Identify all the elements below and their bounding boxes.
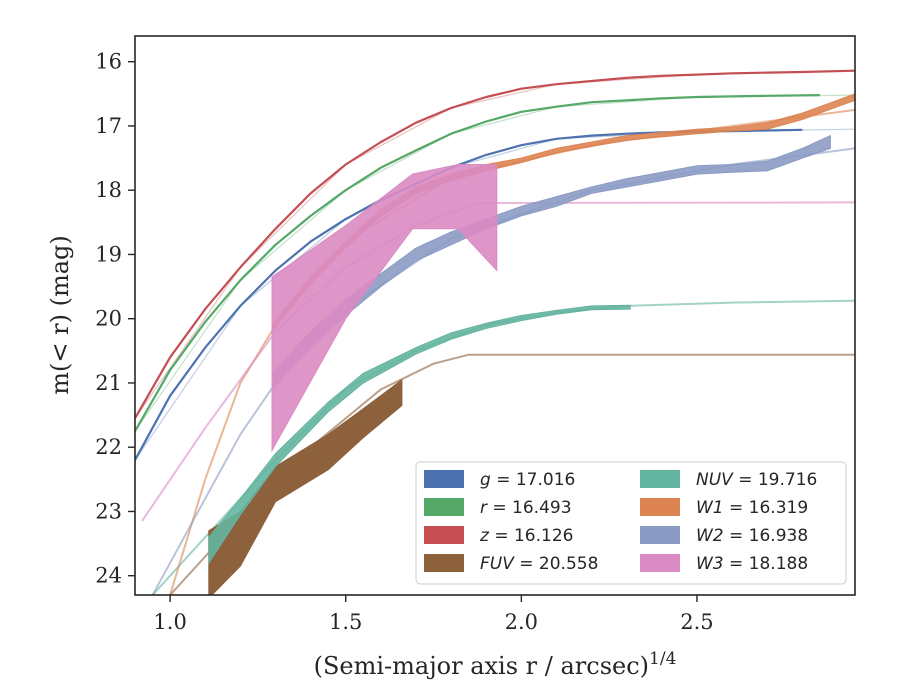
legend-swatch-z bbox=[424, 526, 464, 544]
y-axis-label: m(< r) (mag) bbox=[46, 235, 74, 394]
legend-swatch-w2 bbox=[640, 526, 680, 544]
legend-value: = 16.938 bbox=[724, 526, 809, 546]
legend-swatch-g bbox=[424, 470, 464, 488]
legend-swatch-r bbox=[424, 498, 464, 516]
legend-label-w3: W3 = 18.188 bbox=[696, 554, 808, 574]
measured-profiles bbox=[135, 69, 855, 595]
y-tick-label: 23 bbox=[95, 499, 122, 523]
y-tick-label: 24 bbox=[95, 564, 122, 588]
x-axis-label: (Semi-major axis r / arcsec)1/4 bbox=[314, 649, 677, 680]
legend-band: W1 bbox=[696, 498, 724, 518]
x-tick-label: 1.0 bbox=[153, 610, 186, 634]
plot-frame bbox=[134, 35, 856, 596]
x-tick-label: 2.0 bbox=[505, 610, 538, 634]
y-tick-label: 22 bbox=[95, 435, 122, 459]
legend-value: = 16.493 bbox=[487, 498, 572, 518]
legend-band: NUV bbox=[696, 470, 734, 490]
legend-value: = 20.558 bbox=[514, 554, 599, 574]
legend-label-r: r = 16.493 bbox=[480, 498, 572, 518]
legend-band: W2 bbox=[696, 526, 724, 546]
legend-box bbox=[415, 461, 847, 585]
legend-label-g: g = 17.016 bbox=[480, 470, 575, 490]
x-tick-label: 2.5 bbox=[680, 610, 713, 634]
x-axis-label-exponent: 1/4 bbox=[649, 649, 676, 669]
legend-band: z bbox=[479, 526, 490, 546]
y-tick-label: 20 bbox=[95, 307, 122, 331]
profile-band-fuv bbox=[208, 378, 403, 595]
legend-value: = 16.126 bbox=[489, 526, 574, 546]
legend-swatch-nuv bbox=[640, 470, 680, 488]
axis-ticks: 1.0 1.5 2.0 2.5 16 17 18 19 20 21 22 23 24 bbox=[95, 50, 713, 634]
legend-label-z: z = 16.126 bbox=[479, 526, 573, 546]
y-tick-label: 21 bbox=[95, 371, 122, 395]
legend-label-fuv: FUV = 20.558 bbox=[480, 554, 598, 574]
legend-swatch-fuv bbox=[424, 554, 464, 572]
y-tick-label: 18 bbox=[95, 178, 122, 202]
legend-swatch-w3 bbox=[640, 554, 680, 572]
y-tick-label: 16 bbox=[95, 50, 122, 74]
x-axis-label-text: (Semi-major axis r / arcsec) bbox=[314, 652, 649, 680]
legend-band: W3 bbox=[696, 554, 724, 574]
legend-band: FUV bbox=[480, 554, 515, 574]
legend-value: = 16.319 bbox=[724, 498, 809, 518]
profile-line-r bbox=[135, 94, 820, 432]
legend-band: r bbox=[480, 498, 488, 518]
legend-value: = 18.188 bbox=[724, 554, 809, 574]
legend-swatch-w1 bbox=[640, 498, 680, 516]
legend-label-w1: W1 = 16.319 bbox=[696, 498, 808, 518]
profile-band-w3 bbox=[271, 164, 498, 453]
legend-band: g bbox=[480, 470, 491, 490]
legend-label-w2: W2 = 16.938 bbox=[696, 526, 808, 546]
x-tick-label: 1.5 bbox=[329, 610, 362, 634]
y-tick-label: 19 bbox=[95, 242, 122, 266]
profile-line-z bbox=[135, 69, 855, 419]
profile-band-nuv bbox=[208, 304, 631, 565]
legend-value: = 17.016 bbox=[491, 470, 576, 490]
legend-label-nuv: NUV = 19.716 bbox=[696, 470, 817, 490]
legend-value: = 19.716 bbox=[733, 470, 818, 490]
y-tick-label: 17 bbox=[95, 114, 122, 138]
